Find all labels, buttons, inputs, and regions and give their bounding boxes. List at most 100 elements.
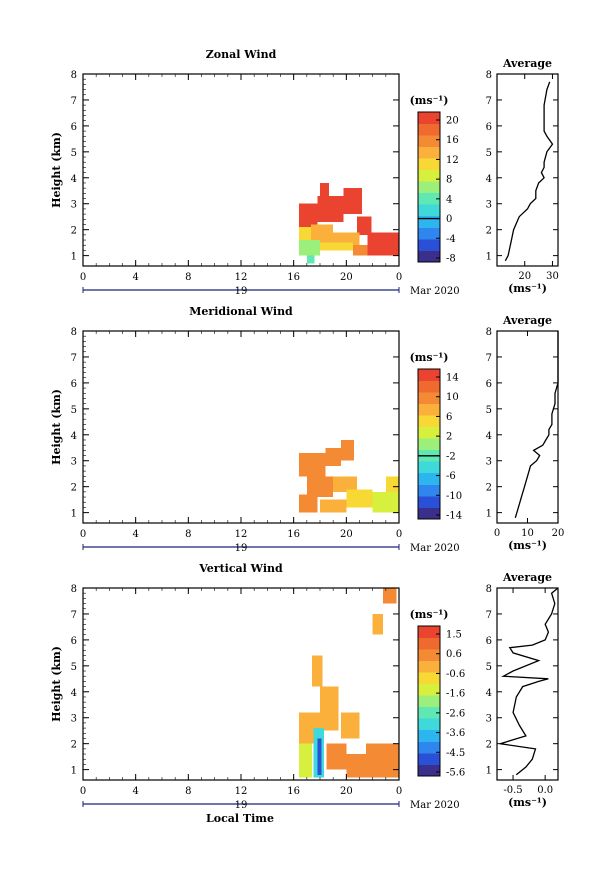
avg-x-tick-label: 20 xyxy=(518,271,531,282)
avg-y-tick-label: 3 xyxy=(486,714,492,725)
y-tick-label: 7 xyxy=(71,610,77,621)
heatmap-cell xyxy=(320,242,353,251)
heatmap-cell xyxy=(333,476,357,492)
y-tick-label: 4 xyxy=(71,174,77,185)
y-tick-label: 8 xyxy=(71,70,77,81)
avg-y-tick-label: 2 xyxy=(486,226,492,237)
colorbar-swatch xyxy=(418,146,440,159)
avg-x-tick-label: 20 xyxy=(552,528,565,539)
y-axis-label: Height (km) xyxy=(50,646,63,722)
colorbar-swatch xyxy=(418,392,440,405)
colorbar-unit: (ms⁻¹) xyxy=(410,351,449,364)
y-tick-label: 6 xyxy=(71,636,77,647)
avg-y-tick-label: 4 xyxy=(486,688,492,699)
avg-y-tick-label: 7 xyxy=(486,610,492,621)
x-tick-label: 8 xyxy=(185,529,191,540)
x-tick-label: 0 xyxy=(396,786,402,797)
avg-y-tick-label: 3 xyxy=(486,457,492,468)
avg-y-tick-label: 6 xyxy=(486,122,492,133)
colorbar-swatch xyxy=(418,380,440,393)
x-tick-label: 20 xyxy=(340,786,353,797)
avg-y-tick-label: 7 xyxy=(486,96,492,107)
average-frame xyxy=(496,73,559,267)
heatmap-cell xyxy=(312,655,323,687)
heatmap-cell xyxy=(320,499,347,513)
colorbar-swatch xyxy=(418,227,440,240)
y-tick-label: 2 xyxy=(71,740,77,751)
average-title: Average xyxy=(502,571,552,584)
y-tick-label: 2 xyxy=(71,483,77,494)
y-tick-label: 4 xyxy=(71,688,77,699)
colorbar-swatch xyxy=(418,718,440,731)
y-tick-label: 7 xyxy=(71,96,77,107)
heatmap-cell xyxy=(310,224,334,243)
heatmap-cell xyxy=(341,439,355,461)
colorbar-tick-label: -2.6 xyxy=(446,708,465,719)
colorbar-swatch xyxy=(418,112,440,124)
y-tick-label: 5 xyxy=(71,148,77,159)
x-tick-label: 4 xyxy=(132,272,138,283)
heatmap-cell xyxy=(298,743,313,778)
x-tick-label: 16 xyxy=(287,786,300,797)
panel-title: Meridional Wind xyxy=(189,305,293,318)
y-tick-label: 2 xyxy=(71,226,77,237)
heatmap-cell xyxy=(320,182,330,196)
y-tick-label: 8 xyxy=(71,584,77,595)
colorbar-tick-label: 2 xyxy=(446,432,452,443)
y-tick-label: 1 xyxy=(71,766,77,777)
colorbar-frame xyxy=(417,625,441,777)
x-tick-label: 20 xyxy=(340,272,353,283)
heatmap-cell xyxy=(326,743,347,770)
colorbar-swatch xyxy=(418,181,440,194)
date-month: Mar 2020 xyxy=(410,800,460,811)
heatmap-cell xyxy=(343,188,363,215)
avg-y-tick-label: 5 xyxy=(486,662,492,673)
colorbar-tick-label: 0 xyxy=(446,214,452,225)
x-tick-label: 16 xyxy=(287,529,300,540)
colorbar-swatch xyxy=(418,438,440,451)
colorbar-swatch xyxy=(418,660,440,673)
y-tick-label: 7 xyxy=(71,353,77,364)
colorbar-swatch xyxy=(418,461,440,474)
colorbar-tick-label: 16 xyxy=(446,135,459,146)
heatmap-cell xyxy=(298,240,320,256)
heatmap-cell xyxy=(298,494,318,513)
avg-x-tick-label: 30 xyxy=(546,271,559,282)
x-tick-label: 0 xyxy=(80,786,86,797)
x-tick-label: 12 xyxy=(235,529,248,540)
colorbar-swatch xyxy=(418,369,440,381)
x-tick-label: 12 xyxy=(235,272,248,283)
colorbar-swatch xyxy=(418,135,440,148)
date-day: 19 xyxy=(235,800,248,811)
y-tick-label: 8 xyxy=(71,327,77,338)
x-tick-label: 4 xyxy=(132,786,138,797)
colorbar-tick-label: -1.6 xyxy=(446,689,465,700)
colorbar-tick-label: -10 xyxy=(446,491,462,502)
colorbar-swatch xyxy=(418,238,440,251)
avg-x-tick-label: 0.0 xyxy=(537,785,553,796)
colorbar-swatch xyxy=(418,741,440,754)
x-tick-label: 0 xyxy=(80,529,86,540)
heatmap-cell xyxy=(298,203,318,228)
colorbar-swatch xyxy=(418,192,440,205)
colorbar-swatch xyxy=(418,649,440,662)
colorbar-swatch xyxy=(418,403,440,416)
avg-y-tick-label: 2 xyxy=(486,483,492,494)
average-profile-line xyxy=(514,331,559,518)
heatmap-cell xyxy=(383,588,397,604)
avg-y-tick-label: 1 xyxy=(486,766,492,777)
colorbar-swatch xyxy=(418,472,440,485)
avg-y-tick-label: 8 xyxy=(486,70,492,81)
x-tick-label: 0 xyxy=(396,272,402,283)
heatmap-cell xyxy=(317,738,322,775)
avg-y-tick-label: 3 xyxy=(486,200,492,211)
y-tick-label: 5 xyxy=(71,405,77,416)
colorbar-tick-label: 14 xyxy=(446,373,459,384)
colorbar-unit: (ms⁻¹) xyxy=(410,608,449,621)
avg-x-tick-label: 0 xyxy=(494,528,500,539)
heatmap-cell xyxy=(352,245,368,256)
y-tick-label: 5 xyxy=(71,662,77,673)
